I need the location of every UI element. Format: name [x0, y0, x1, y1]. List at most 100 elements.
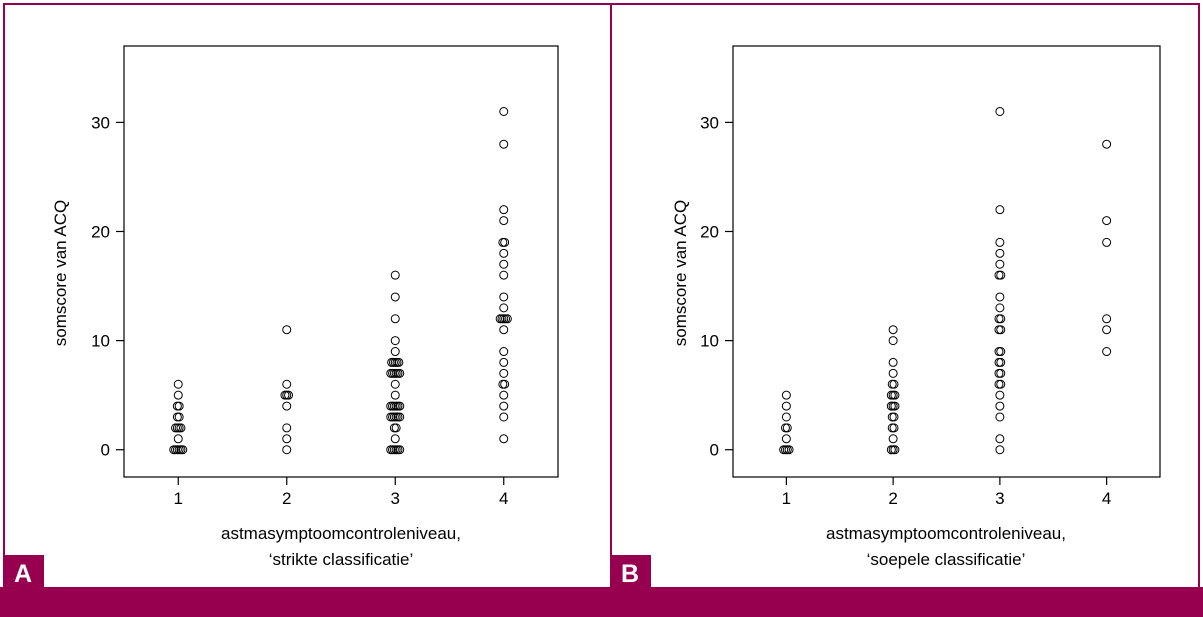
panel-b-point-29	[888, 325, 898, 335]
panel-b-point-44	[996, 325, 1006, 335]
panel-b-point-45	[994, 314, 1004, 324]
panel-b-point-11	[888, 445, 898, 455]
panel-a-point-47	[390, 390, 400, 400]
panel-a-x-tick-label-0: 1	[174, 489, 183, 508]
panel-b-point-53	[995, 237, 1005, 247]
panel-b-chart: 0 10 20 30 1 2 3 4 somscore van ACQ astmasympt…	[671, 45, 1161, 569]
panel-b-point-34	[995, 390, 1005, 400]
panel-b-point-16	[887, 412, 897, 422]
panel-b-point-58	[1102, 314, 1112, 324]
panel-a-point-88	[499, 205, 509, 215]
panel-b-point-30	[995, 445, 1005, 455]
panel-b-point-14	[887, 423, 897, 433]
panel-b-point-9	[781, 390, 791, 400]
panel-b-point-42	[996, 347, 1006, 357]
panel-b-point-32	[995, 412, 1005, 422]
panel-a-point-25	[282, 325, 292, 335]
panel-a-point-15	[173, 390, 183, 400]
panel-b-x-tick-label-1: 2	[888, 489, 897, 508]
panel-b-point-57	[1102, 325, 1112, 335]
panel-a-point-90	[499, 106, 509, 116]
panel-a-plot-box	[123, 45, 559, 478]
panel-b-x-axis-label-line1: astmasymptoomcontroleniveau,	[826, 524, 1066, 543]
panel-a-frame	[3, 3, 612, 595]
panel-a-point-65	[499, 434, 509, 444]
panel-b-point-39	[994, 357, 1004, 367]
panel-a-point-66	[499, 412, 509, 422]
panel-b-point-3	[784, 445, 794, 455]
panel-b-point-61	[1102, 139, 1112, 149]
panel-a-point-18	[282, 434, 292, 444]
panel-b-point-15	[889, 423, 899, 433]
panel-b-point-59	[1102, 237, 1112, 247]
panel-a-x-tick-label-2: 3	[391, 489, 400, 508]
panel-a-point-62	[390, 314, 400, 324]
panel-b-point-46	[996, 314, 1006, 324]
panel-b-point-35	[994, 379, 1004, 389]
panel-a-point-69	[498, 379, 508, 389]
panel-b-point-24	[887, 379, 897, 389]
panel-a-point-16	[173, 379, 183, 389]
panel-b-y-tick-label-3: 30	[700, 113, 719, 132]
panel-a-badge-box	[4, 555, 44, 589]
panel-a-point-83	[499, 259, 509, 269]
panel-b-point-54	[995, 205, 1005, 215]
panel-b-x-axis-label-line2: ‘soepele classificatie’	[867, 550, 1026, 569]
panel-a-point-5	[178, 445, 188, 455]
panel-a-point-67	[499, 401, 509, 411]
panel-b-point-52	[995, 248, 1005, 258]
panel-a-chart: 0 10 20 30 1 2 3 4 somscore van ACQ astmasympt…	[51, 45, 559, 569]
panel-a-point-14	[174, 401, 184, 411]
panel-a-point-80	[499, 303, 509, 313]
panel-a-point-33	[389, 423, 399, 433]
panel-a-point-68	[499, 390, 509, 400]
panel-b-point-28	[888, 336, 898, 346]
panel-b-point-33	[995, 401, 1005, 411]
panel-b-point-56	[1102, 347, 1112, 357]
panel-b-point-48	[995, 292, 1005, 302]
panel-a-point-70	[500, 379, 510, 389]
panel-b-point-13	[888, 434, 898, 444]
panel-a-point-32	[390, 434, 400, 444]
panel-a-point-48	[390, 379, 400, 389]
panel-a-point-24	[282, 379, 292, 389]
panel-a-point-34	[391, 423, 401, 433]
panel-a-point-82	[499, 270, 509, 280]
panel-a-x-axis-label-line1: astmasymptoomcontroleniveau,	[221, 524, 461, 543]
panel-b-badge-box	[611, 555, 651, 589]
panel-a-point-23	[284, 390, 294, 400]
panel-a-y-tick-label-0: 0	[101, 441, 110, 460]
panel-a-y-tick-label-1: 10	[91, 332, 110, 351]
panel-a-point-85	[498, 237, 508, 247]
panel-a-point-17	[282, 445, 292, 455]
panel-b-y-tick-label-1: 10	[700, 332, 719, 351]
panel-a-point-6	[173, 434, 183, 444]
panel-a-point-11	[172, 412, 182, 422]
panel-b-point-49	[994, 270, 1004, 280]
panel-b-point-5	[780, 423, 790, 433]
panel-a-point-73	[499, 347, 509, 357]
panel-a-point-54	[395, 368, 405, 378]
panel-b-point-27	[888, 357, 898, 367]
panel-b-point-50	[996, 270, 1006, 280]
panel-a-y-tick-label-2: 20	[91, 222, 110, 241]
panel-a-y-axis-label: somscore van ACQ	[51, 200, 70, 346]
panel-a-point-89	[499, 139, 509, 149]
panel-b-point-17	[889, 412, 899, 422]
panel-b-point-6	[782, 423, 792, 433]
panel-b-point-19	[888, 401, 898, 411]
panel-a-point-84	[499, 248, 509, 258]
panel-b-point-36	[996, 379, 1006, 389]
panel-a-point-87	[499, 216, 509, 226]
panel-b-point-31	[995, 434, 1005, 444]
panel-a-point-79	[502, 314, 512, 324]
panel-a-point-10	[176, 423, 186, 433]
panel-a-point-13	[172, 401, 182, 411]
panel-a-point-59	[394, 357, 404, 367]
panel-a-x-tick-label-1: 2	[282, 489, 291, 508]
panel-b-point-41	[994, 347, 1004, 357]
panel-a-point-81	[499, 292, 509, 302]
panel-a-point-60	[390, 347, 400, 357]
panel-a-point-71	[499, 368, 509, 378]
panel-b-point-12	[890, 445, 900, 455]
